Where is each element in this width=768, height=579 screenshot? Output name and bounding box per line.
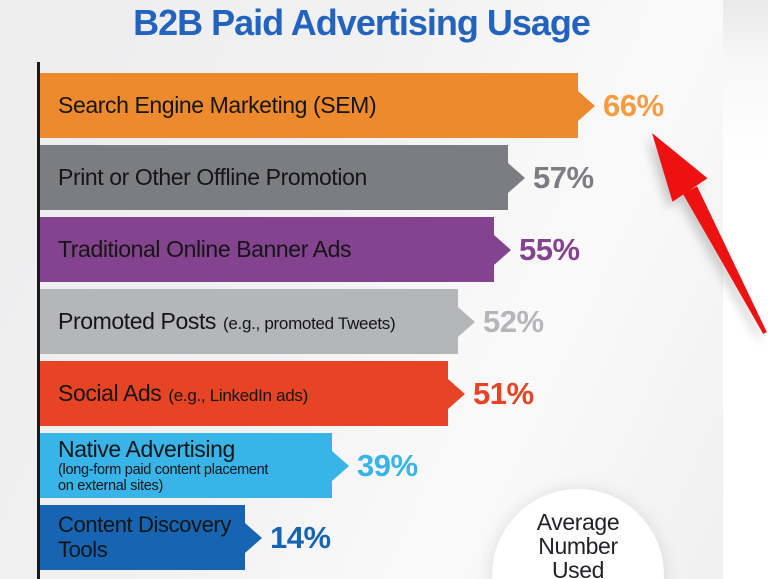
y-axis-line (37, 62, 40, 579)
bar-value-label: 57% (533, 159, 594, 195)
bar-arrow-tip-icon (332, 450, 349, 481)
bar-value-label: 52% (483, 303, 544, 339)
bar-label-main: Print or Other Offline Promotion (58, 164, 367, 191)
badge-line-1: Average (536, 509, 620, 535)
bar-row: Traditional Online Banner Ads 55% (40, 217, 580, 282)
bar-label: Traditional Online Banner Ads (58, 236, 352, 263)
bar-row: Print or Other Offline Promotion 57% (40, 145, 594, 210)
bar-value-label: 14% (270, 519, 331, 555)
bar-label-main: Search Engine Marketing (SEM) (58, 92, 377, 119)
bar-label-main: Traditional Online Banner Ads (58, 236, 352, 263)
bar-arrow-tip-icon (458, 306, 475, 337)
bar-value-label: 55% (519, 231, 580, 267)
bar-arrow-tip-icon (578, 90, 595, 121)
bar-label-sub: (e.g., promoted Tweets) (223, 314, 396, 334)
bar-label: Promoted Posts (e.g., promoted Tweets) (58, 308, 396, 335)
bar-row: Native Advertising (long-form paid conten… (40, 433, 418, 498)
bar-label: Content Discovery Tools (58, 511, 245, 562)
bar-row: Content Discovery Tools 14% (40, 505, 331, 570)
bar-row: Promoted Posts (e.g., promoted Tweets) 52… (40, 289, 544, 354)
bar-label: Print or Other Offline Promotion (58, 165, 367, 189)
bar-arrow-tip-icon (508, 162, 525, 193)
bar-label-main: Content Discovery Tools (58, 511, 231, 562)
bar-value-label: 51% (473, 375, 534, 411)
bar-label: Search Engine Marketing (SEM) (58, 92, 377, 119)
bar-label-main: Promoted Posts (58, 308, 217, 335)
bar-label: Social Ads (e.g., LinkedIn ads) (58, 381, 308, 405)
bar-label: Native Advertising (long-form paid conten… (58, 437, 268, 494)
bar-arrow-tip-icon (448, 378, 465, 409)
bar-label-sub: (e.g., LinkedIn ads) (168, 386, 308, 406)
bar-arrow-tip-icon (245, 522, 262, 553)
bar-chart: Search Engine Marketing (SEM) 66% Print … (40, 73, 664, 570)
chart-title: B2B Paid Advertising Usage (133, 2, 591, 43)
bar-arrow-tip-icon (494, 234, 511, 265)
bar-row: Social Ads (e.g., LinkedIn ads) 51% (40, 361, 534, 426)
bar-value-label: 66% (603, 87, 664, 123)
badge-line-2: Number (538, 533, 618, 559)
page-edge-strip (723, 0, 768, 579)
bar-label-main: Native Advertising (58, 435, 235, 462)
badge-line-3: Used (551, 557, 605, 579)
bar-label-main: Social Ads (58, 380, 162, 407)
bar-value-label: 39% (357, 447, 418, 483)
bar-row: Search Engine Marketing (SEM) 66% (40, 73, 664, 138)
bar-label-sub: (long-form paid content placement on ext… (58, 461, 269, 494)
